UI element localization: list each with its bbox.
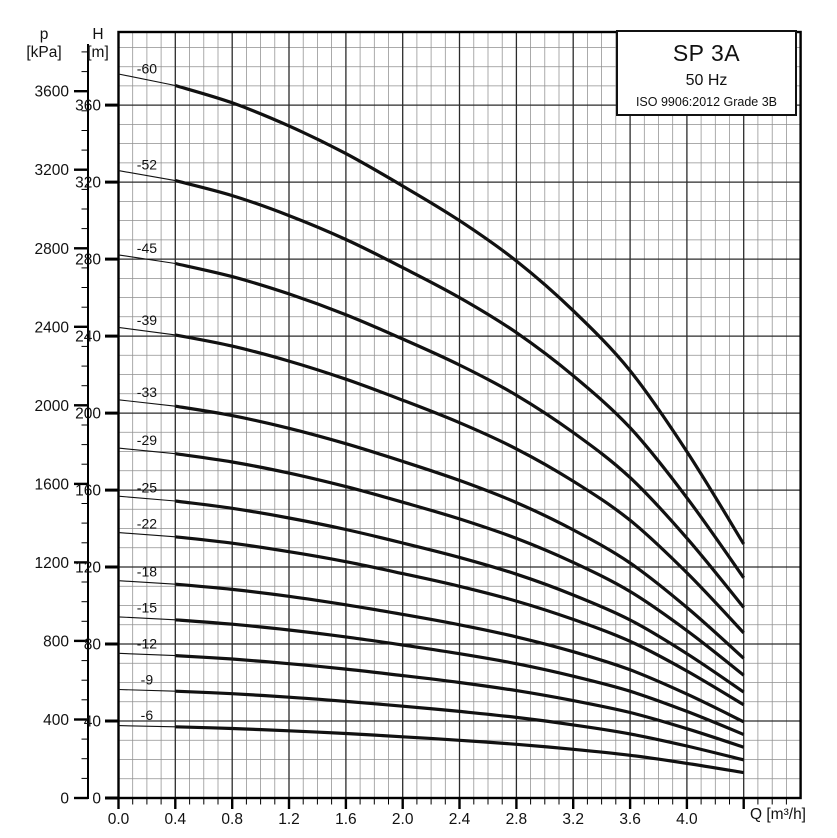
curve-label-45: -45 <box>137 240 157 256</box>
flow-tick-label: 0.8 <box>221 811 243 828</box>
curve-thin-segment-25 <box>118 495 176 502</box>
head-tick-label: 240 <box>75 329 101 346</box>
head-tick-label: 160 <box>75 483 101 500</box>
curve-12 <box>175 654 745 749</box>
pressure-tick-label: 2400 <box>35 319 70 336</box>
flow-tick-label: 0.4 <box>165 811 187 828</box>
curve-thin-segment-45 <box>118 254 176 265</box>
flow-tick-label: 2.4 <box>449 811 471 828</box>
pressure-axis-symbol: p <box>39 26 49 43</box>
curve-60 <box>174 83 746 545</box>
curve-label-9: -9 <box>141 671 154 687</box>
head-tick-label: 200 <box>75 406 101 423</box>
pressure-tick-label: 2800 <box>35 241 70 258</box>
curve-thin-segment-15 <box>118 616 176 621</box>
flow-tick-label: 3.6 <box>619 811 641 828</box>
frequency-label: 50 Hz <box>685 72 728 89</box>
curve-thin-segment-29 <box>118 447 176 455</box>
iso-standard-label: ISO 9906:2012 Grade 3B <box>635 95 778 109</box>
curve-6 <box>175 725 744 775</box>
curve-thin-segment-52 <box>118 170 176 182</box>
curve-9 <box>175 689 745 762</box>
flow-tick-label: 1.2 <box>278 811 300 828</box>
flow-tick-label: 1.6 <box>335 811 357 828</box>
curve-thin-segment-9 <box>118 688 176 692</box>
pressure-tick-label: 1600 <box>35 476 70 493</box>
head-tick-label: 360 <box>75 98 101 115</box>
pressure-tick-label: 0 <box>60 791 69 808</box>
pressure-tick-label: 3200 <box>35 162 70 179</box>
pump-model-title: SP 3A <box>672 40 741 66</box>
curve-thin-segment-33 <box>118 399 176 407</box>
curve-thin-segment-22 <box>118 532 176 538</box>
flow-tick-label: 2.8 <box>506 811 528 828</box>
title-box: SP 3A 50 Hz ISO 9906:2012 Grade 3B <box>616 30 797 116</box>
curve-15 <box>175 618 745 736</box>
curve-33 <box>175 404 745 660</box>
curve-label-6: -6 <box>141 707 154 723</box>
head-tick-label: 120 <box>75 560 101 577</box>
flow-tick-label: 3.2 <box>562 811 584 828</box>
pressure-tick-label: 800 <box>43 633 69 650</box>
curve-label-52: -52 <box>137 157 157 173</box>
head-axis-unit: [m] <box>87 44 109 61</box>
head-tick-label: 320 <box>75 175 101 192</box>
curve-39 <box>174 333 745 634</box>
curve-label-22: -22 <box>137 516 157 532</box>
curve-thin-segment-39 <box>118 326 176 336</box>
flow-axis-label: Q [m³/h] <box>750 806 806 823</box>
head-tick-label: 40 <box>84 714 102 731</box>
flow-tick-label: 4.0 <box>676 811 698 828</box>
curve-label-39: -39 <box>137 312 157 328</box>
pressure-tick-label: 1200 <box>35 555 70 572</box>
curve-label-60: -60 <box>137 61 157 77</box>
curve-52 <box>174 179 746 579</box>
curve-label-12: -12 <box>137 635 157 651</box>
curve-29 <box>175 452 745 677</box>
curve-22 <box>175 535 745 707</box>
curve-label-18: -18 <box>137 563 157 579</box>
curve-18 <box>175 582 745 724</box>
pressure-axis-unit: [kPa] <box>26 44 62 61</box>
curve-thin-segment-18 <box>118 580 176 585</box>
curve-45 <box>174 261 745 609</box>
head-tick-label: 280 <box>75 252 101 269</box>
curve-thin-segment-6 <box>118 725 176 728</box>
curve-label-25: -25 <box>137 480 157 496</box>
curve-label-15: -15 <box>137 599 157 615</box>
curve-label-33: -33 <box>137 384 157 400</box>
head-tick-label: 0 <box>92 791 101 808</box>
flow-tick-label: 0.0 <box>108 811 130 828</box>
curve-thin-segment-12 <box>118 652 176 657</box>
head-axis-symbol: H <box>92 26 104 43</box>
pressure-tick-label: 2000 <box>35 398 70 415</box>
curve-thin-segment-60 <box>118 73 176 87</box>
pressure-tick-label: 3600 <box>35 84 70 101</box>
pressure-tick-label: 400 <box>43 712 69 729</box>
flow-tick-label: 2.0 <box>392 811 414 828</box>
curve-label-29: -29 <box>137 432 157 448</box>
curve-25 <box>175 499 745 694</box>
head-tick-label: 80 <box>84 637 102 654</box>
